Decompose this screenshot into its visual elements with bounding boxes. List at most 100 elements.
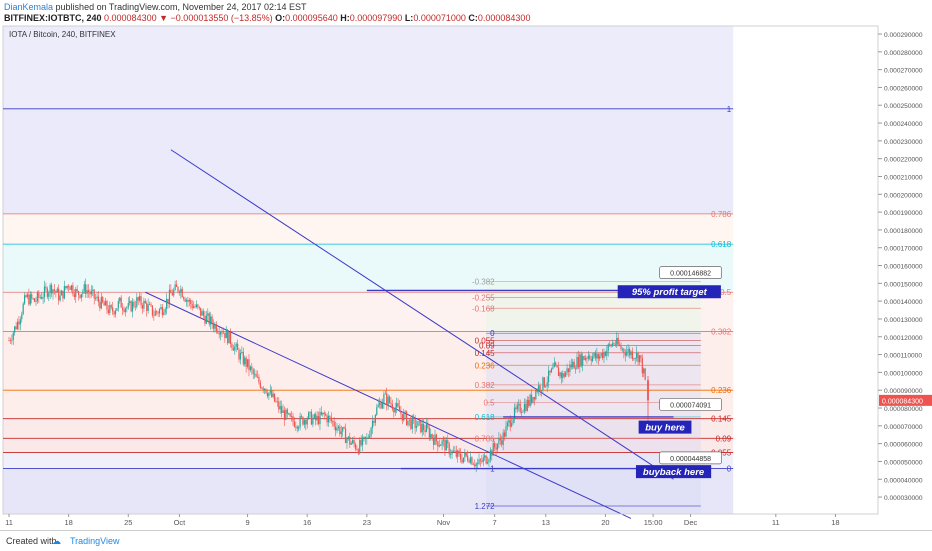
price-tick-label: 0.000110000 [884,353,922,360]
candle-body [158,309,161,314]
candle-body [8,340,10,342]
price-tick-label: 0.000090000 [884,388,923,395]
candle-body [255,373,257,378]
candle-body [281,406,283,413]
candle-body [540,390,543,392]
last-price: 0.000084300 [104,13,157,23]
price-callout-box[interactable] [659,451,722,465]
time-axis[interactable]: 11 18 25 Oct 9 16 23 Nov 7 13 20 15:00 Dec 11 18 [3,513,878,527]
candle-body [315,414,317,421]
fib-band [3,418,734,439]
created-with-text: Created with [6,536,57,546]
price-tick-label: 0.000080000 [884,406,923,413]
small-fib-label: 0.618 [475,413,496,422]
candle-body [200,307,202,316]
price-tick-label: 0.000140000 [884,299,923,306]
candle-body [90,290,92,295]
price-axis[interactable]: 0.000290000 0.000280000 0.000270000 0.00026… [877,26,932,514]
candle-body [397,403,399,407]
candle-body [208,313,210,325]
candle-body [596,353,598,359]
candle-body [26,294,29,297]
candle-body [116,308,118,311]
candle-body [183,297,185,299]
candle-body [95,298,97,299]
candle-body [469,457,472,463]
price-callout-box[interactable] [659,398,722,411]
candle-body [302,416,304,425]
candle-body [187,299,189,302]
candle-body [542,377,544,391]
candle-body [491,450,493,456]
candle-body [327,415,330,423]
price-callout-box[interactable] [659,266,722,280]
annotations[interactable]: 95% profit target buy here buyback here 0.0… [366,266,722,479]
candle-body [627,348,629,352]
candle-body [574,368,577,370]
candle-body [31,294,33,299]
candle-body [11,340,13,341]
candle-body [450,454,452,456]
fib-level-label: 0.382 [711,327,732,336]
candle-body [103,302,105,306]
channel-line[interactable] [170,149,674,480]
candle-body [204,315,206,324]
candle-body [442,439,445,441]
candle-body [184,298,186,302]
candle-body [523,403,526,412]
band-bottom [3,468,734,514]
buy-here-label-bg[interactable] [638,420,692,434]
candle-body [83,284,85,292]
candle-body [400,411,402,414]
current-price-tag[interactable] [879,394,932,406]
candle-body [451,450,453,455]
candle-body [85,284,87,294]
candle-body [79,295,81,298]
candle-body [457,450,459,457]
candle-body [340,431,342,435]
candle-body [252,369,254,374]
candle-body [134,306,136,308]
tradingview-link[interactable]: TradingView [70,536,120,546]
buyback-here-label-bg[interactable] [635,465,712,479]
candle-body [16,321,19,330]
candle-body [373,420,375,423]
candle-body [434,434,436,445]
candle-body [388,396,391,403]
candle-body [276,401,278,403]
candle-body [275,401,277,403]
candle-body [592,356,594,361]
author-link[interactable]: DianKemala [4,2,54,12]
candle-body [141,305,144,309]
profit-target-label[interactable]: 95% profit target [632,287,708,298]
candle-body [367,437,369,439]
profit-target-label-bg[interactable] [617,285,721,299]
candle-body [325,414,327,416]
candle-body [431,434,433,439]
candle-body [66,285,68,289]
candle-body [349,436,351,445]
buy-here-label[interactable]: buy here [645,423,685,434]
price-tick-label: 0.000060000 [884,442,923,449]
candle-body [245,357,247,367]
price-chart[interactable]: 10.7860.6180.50.3820.2360.1450.090.0550-… [0,0,932,530]
candle-body [124,308,127,312]
candle-body [190,300,192,304]
fib-level-label: 0.145 [711,415,732,424]
candle-body [246,359,249,367]
price-tick-label: 0.000270000 [884,68,923,75]
candle-body [464,452,466,458]
candle-body [51,284,53,294]
price-callout-text: 0.000146882 [670,271,711,278]
candle-body [256,376,259,378]
candle-body [640,355,642,359]
candle-body [472,464,474,466]
candle-body [383,394,385,403]
candle-body [583,356,585,360]
candle-body [346,438,348,443]
candle-body [112,307,114,312]
candle-body [386,393,388,406]
tradingview-logo-icon[interactable]: ☁ [52,536,61,546]
buyback-here-label[interactable]: buyback here [643,467,705,478]
band-top [3,26,734,109]
